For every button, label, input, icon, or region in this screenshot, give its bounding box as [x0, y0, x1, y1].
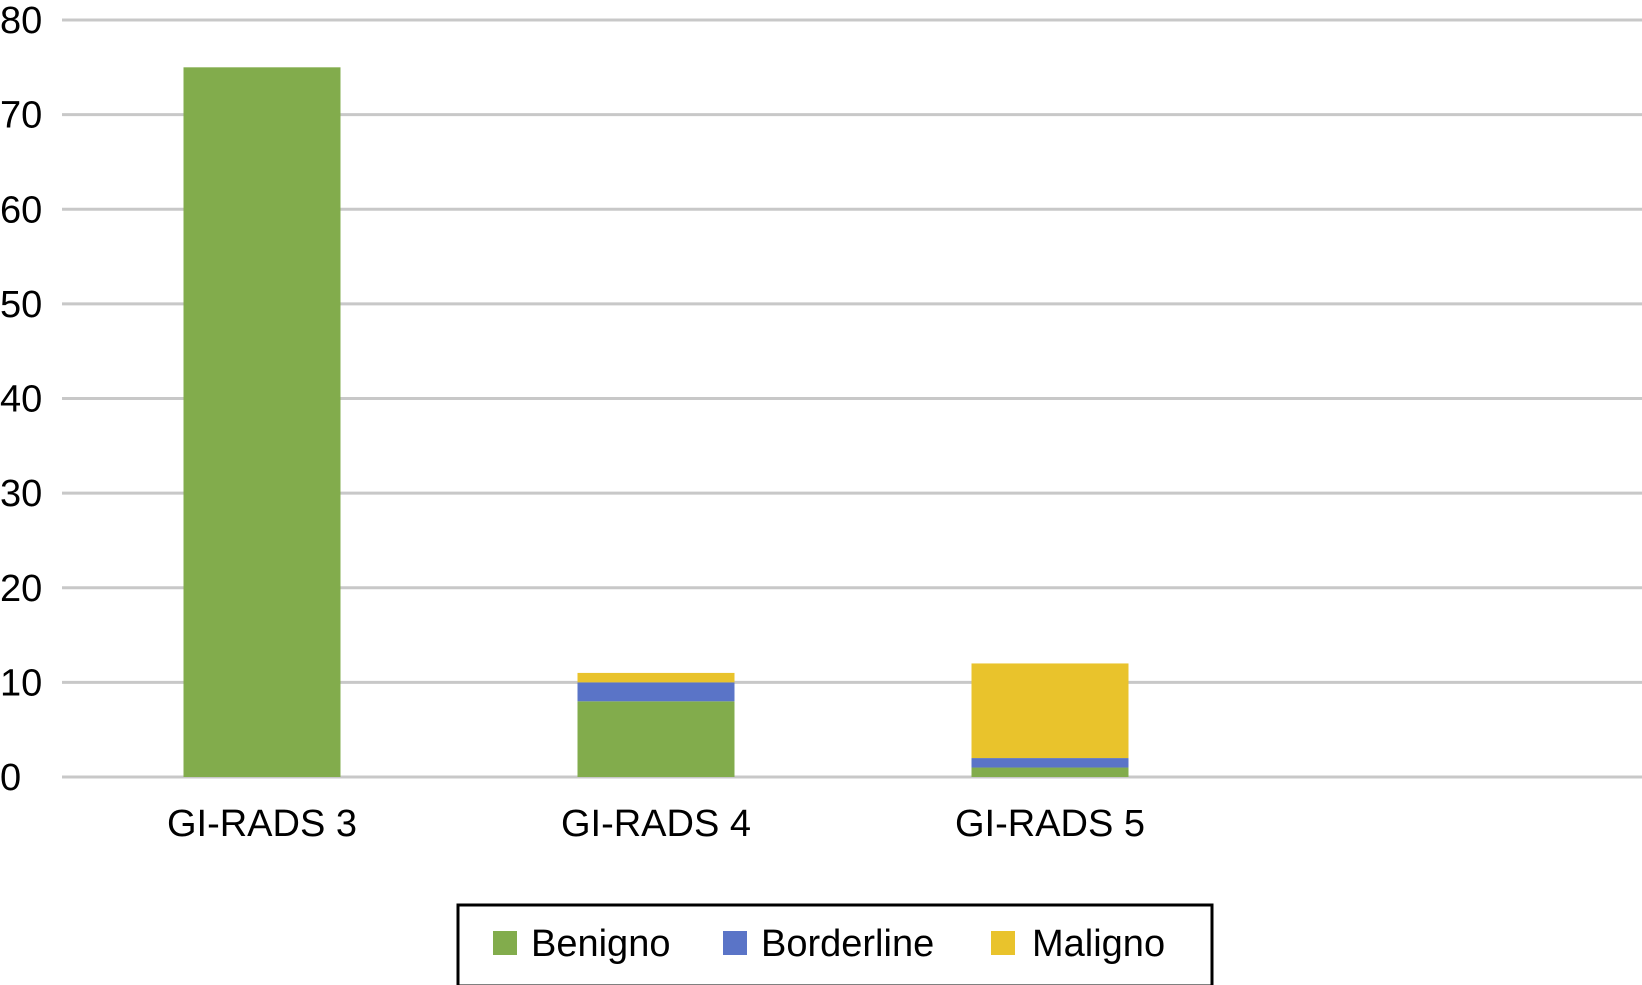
bar-segment-benigno — [577, 701, 735, 777]
y-tick-label: 20 — [0, 568, 42, 610]
legend-label-borderline: Borderline — [761, 923, 934, 965]
bar-segment-maligno — [971, 663, 1129, 759]
y-tick-label: 50 — [0, 284, 42, 326]
bar-segment-maligno — [577, 672, 735, 683]
bar-segment-borderline — [577, 682, 735, 702]
legend-swatch-borderline — [723, 931, 747, 955]
y-tick-label: 80 — [0, 0, 42, 42]
y-tick-label: 10 — [0, 662, 42, 704]
y-tick-label: 40 — [0, 379, 42, 421]
legend-label-maligno: Maligno — [1032, 923, 1165, 965]
y-tick-label: 60 — [0, 189, 42, 231]
legend-box — [456, 903, 1214, 985]
bars — [183, 67, 1129, 777]
x-category-label: GI-RADS 4 — [561, 803, 751, 845]
bar-segment-benigno — [971, 767, 1129, 777]
legend-label-benigno: Benigno — [531, 923, 670, 965]
y-axis-tick-labels: 0 10 20 30 40 50 60 70 80 — [0, 0, 42, 799]
y-tick-label: 0 — [0, 757, 21, 799]
y-tick-label: 30 — [0, 473, 42, 515]
legend: Benigno Borderline Maligno — [456, 903, 1214, 985]
x-category-label: GI-RADS 3 — [167, 803, 357, 845]
bar-segment-benigno — [183, 67, 341, 777]
legend-swatch-benigno — [493, 931, 517, 955]
x-axis-category-labels: GI-RADS 3 GI-RADS 4 GI-RADS 5 — [167, 803, 1145, 845]
bar-segment-borderline — [971, 758, 1129, 768]
y-tick-label: 70 — [0, 95, 42, 137]
legend-swatch-maligno — [991, 931, 1015, 955]
x-category-label: GI-RADS 5 — [955, 803, 1145, 845]
